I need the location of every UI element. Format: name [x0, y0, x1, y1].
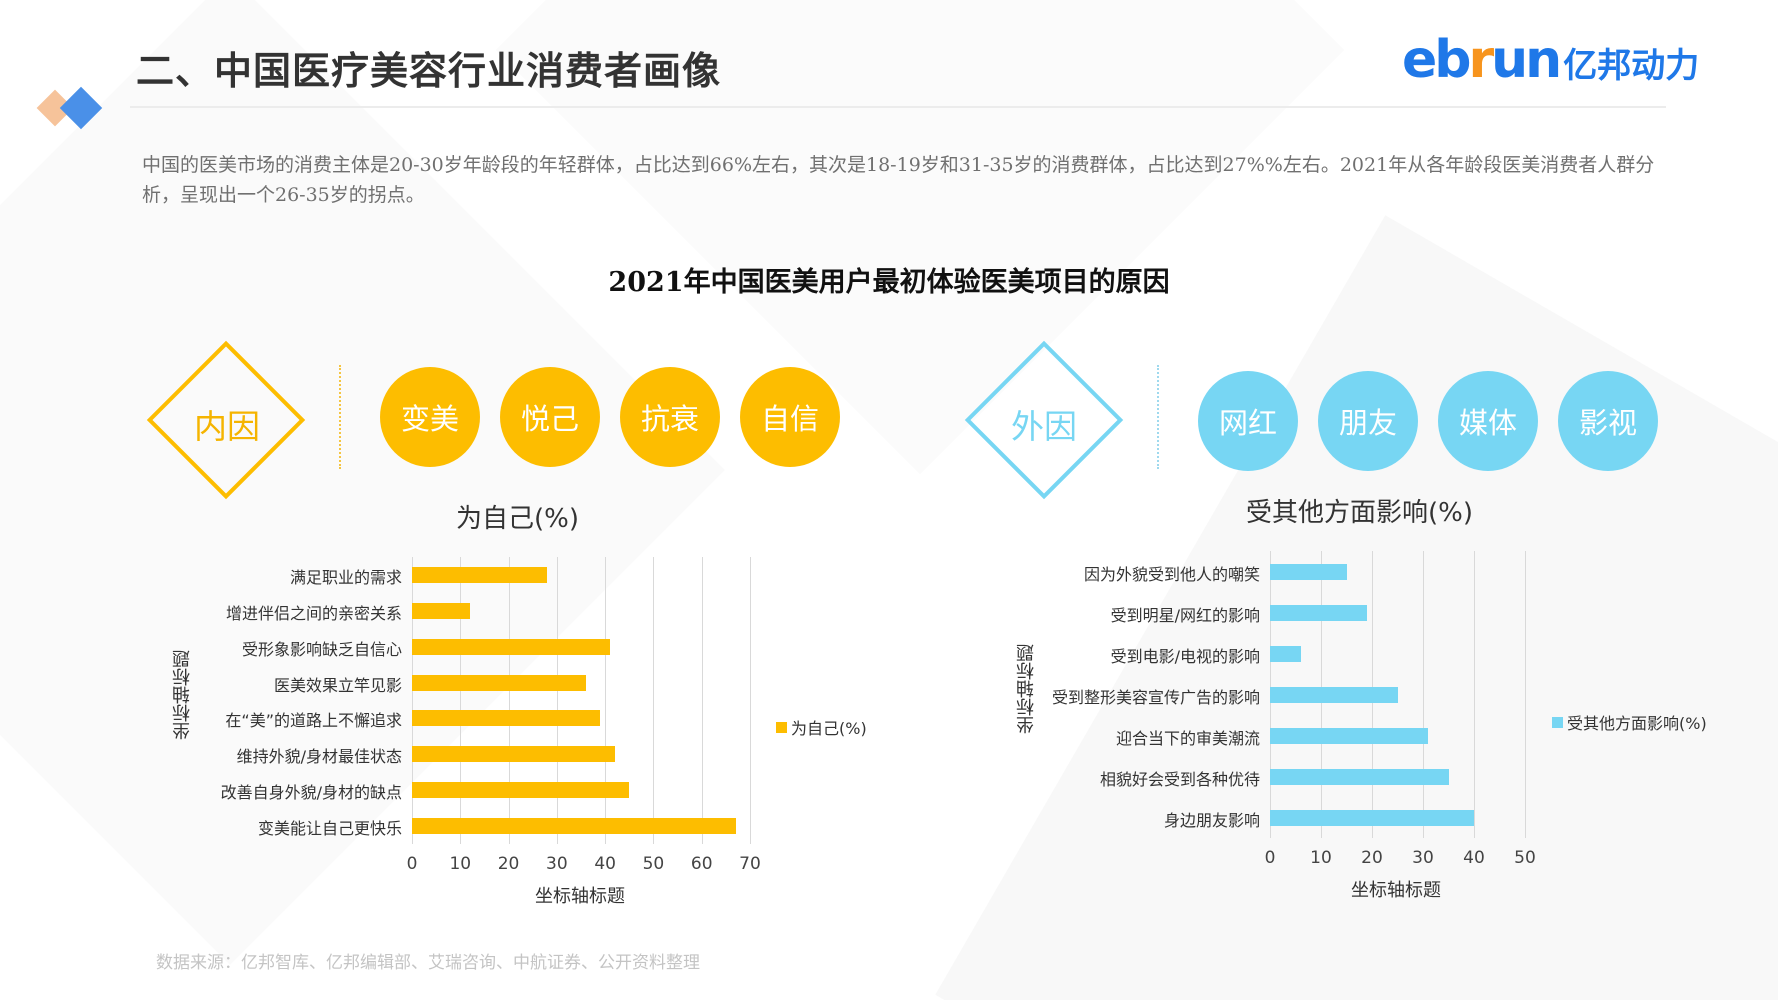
title-divider: [130, 106, 1666, 108]
x-tick-label: 70: [739, 854, 761, 874]
gridline: [653, 557, 655, 844]
category-label: 身边朋友影响: [1163, 810, 1260, 830]
plot-area: [1270, 551, 1526, 838]
category-label: 维持外貌/身材最佳状态: [236, 747, 402, 767]
x-tick-label: 20: [1361, 848, 1383, 868]
x-tick-label: 40: [594, 854, 616, 874]
bar: [412, 782, 630, 799]
bar: [412, 674, 586, 691]
external-keyword-circle: 朋友: [1318, 371, 1418, 471]
gridline: [701, 557, 703, 844]
internal-keyword-circle: 悦己: [500, 367, 600, 467]
x-tick-label: 50: [1514, 848, 1536, 868]
external-keyword-circle: 媒体: [1438, 371, 1538, 471]
chart-legend: 为自己(%): [776, 715, 867, 739]
chart-title: 为自己(%): [456, 504, 579, 534]
gridline: [508, 557, 510, 844]
external-label: 外因: [1011, 407, 1077, 446]
bar: [1270, 727, 1429, 744]
gridline: [605, 557, 607, 844]
x-tick-label: 0: [406, 854, 418, 874]
gridline: [1525, 551, 1526, 838]
category-label: 受到电影/电视的影响: [1110, 646, 1260, 666]
category-label: 医美效果立竿见影: [273, 675, 402, 695]
legend-swatch-icon: [776, 721, 787, 733]
category-label: 因为外貌受到他人的嘲笑: [1083, 564, 1260, 584]
chart-legend: 受其他方面影响(%): [1552, 710, 1707, 734]
category-label: 相貌好会受到各种优待: [1099, 769, 1260, 789]
internal-keyword-circle: 变美: [380, 367, 480, 467]
bar: [412, 566, 548, 583]
y-axis-title: 坐标轴标题: [1016, 644, 1037, 734]
bar: [412, 818, 736, 835]
bar: [1270, 604, 1367, 621]
gridline: [460, 557, 462, 844]
x-tick-label: 40: [1463, 848, 1485, 868]
x-tick-label: 10: [1310, 848, 1332, 868]
category-label: 受形象影响缺乏自信心: [241, 639, 402, 659]
divider-line: [339, 365, 341, 469]
x-tick-label: 50: [642, 854, 665, 874]
internal-label: 内因: [194, 407, 260, 446]
decorative-diamond-icon: [59, 86, 103, 130]
bar: [1270, 563, 1347, 580]
data-source-note: 数据来源：亿邦智库、亿邦编辑部、艾瑞咨询、中航证券、公开资料整理: [156, 953, 700, 973]
y-axis-title: 坐标轴标题: [172, 650, 193, 740]
legend-label: 受其他方面影响(%): [1567, 714, 1707, 733]
bar: [1270, 645, 1301, 662]
legend-label: 为自己(%): [791, 719, 867, 738]
x-axis-title: 坐标轴标题: [1351, 880, 1441, 901]
bar: [1270, 686, 1398, 703]
logo-wordmark: ebrun: [1402, 30, 1562, 90]
x-tick-label: 30: [1412, 848, 1434, 868]
bar: [1270, 809, 1474, 826]
category-label: 在“美”的道路上不懈追求: [225, 711, 402, 731]
gridline: [556, 557, 558, 844]
category-label: 变美能让自己更快乐: [257, 819, 402, 839]
ebrun-logo: ebrun 亿邦动力: [1402, 30, 1699, 90]
x-tick-label: 0: [1264, 848, 1276, 868]
external-keyword-circle: 网红: [1198, 371, 1298, 471]
internal-keyword-circle: 自信: [740, 367, 840, 467]
category-label: 受到明星/网红的影响: [1110, 605, 1260, 625]
divider-line: [1157, 365, 1159, 469]
x-axis-title: 坐标轴标题: [535, 886, 625, 907]
x-tick-label: 30: [546, 854, 568, 874]
category-label: 满足职业的需求: [289, 567, 402, 587]
gridline: [1423, 551, 1424, 838]
bar: [412, 710, 601, 727]
category-label: 改善自身外貌/身材的缺点: [220, 783, 402, 803]
logo-chinese: 亿邦动力: [1563, 46, 1700, 86]
bar: [412, 746, 615, 763]
bar: [412, 638, 610, 655]
x-tick-label: 10: [449, 854, 472, 874]
category-label: 增进伴侣之间的亲密关系: [225, 603, 402, 623]
category-label: 迎合当下的审美潮流: [1115, 728, 1260, 748]
page-title: 二、中国医疗美容行业消费者画像: [136, 49, 722, 93]
internal-keyword-circle: 抗衰: [620, 367, 720, 467]
category-label: 受到整形美容宣传广告的影响: [1051, 687, 1260, 707]
gridline: [412, 557, 413, 844]
gridline: [750, 557, 751, 844]
x-tick-label: 20: [497, 854, 520, 874]
intro-paragraph: 中国的医美市场的消费主体是20-30岁年龄段的年轻群体，占比达到66%左右，其次…: [142, 154, 1655, 206]
bar: [412, 602, 470, 619]
external-keyword-circle: 影视: [1558, 371, 1658, 471]
plot-area: [412, 557, 751, 844]
section-title: 2021年中国医美用户最初体验医美项目的原因: [608, 267, 1170, 298]
chart-title: 受其他方面影响(%): [1246, 498, 1473, 528]
legend-swatch-icon: [1552, 716, 1563, 728]
gridline: [1474, 551, 1475, 838]
x-tick-label: 60: [690, 854, 713, 874]
bar: [1270, 768, 1449, 785]
